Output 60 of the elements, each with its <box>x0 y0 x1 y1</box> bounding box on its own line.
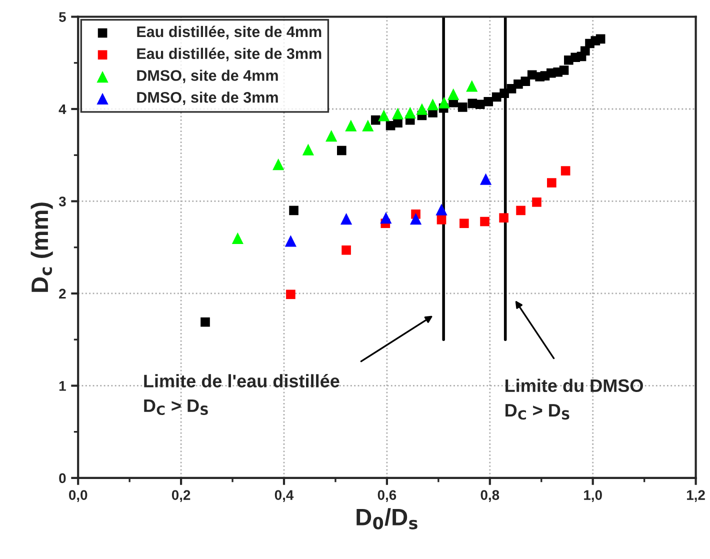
point <box>404 106 416 119</box>
point <box>466 80 478 92</box>
point <box>336 146 346 156</box>
point <box>416 103 428 115</box>
point <box>480 216 490 226</box>
legend-label: DMSO, site de 3mm <box>137 92 278 106</box>
point <box>547 178 556 188</box>
point <box>436 215 446 224</box>
y-tick-label: 2 <box>59 288 66 299</box>
x-tick-label: 0,0 <box>68 490 88 502</box>
legend-label: Eau distillée, site de 4mm <box>137 26 322 40</box>
point <box>326 130 338 142</box>
point <box>272 158 284 170</box>
point <box>302 144 314 156</box>
point <box>560 166 570 176</box>
y-tick-label: 0 <box>59 473 66 484</box>
point <box>516 206 526 216</box>
point <box>436 204 448 216</box>
point <box>378 110 390 122</box>
point <box>362 120 374 132</box>
point <box>448 88 460 100</box>
point <box>460 218 469 228</box>
legend-label: Eau distillée, site de 3mm <box>137 48 322 62</box>
point <box>410 212 422 225</box>
point <box>458 102 468 112</box>
point <box>340 212 352 225</box>
x-tick-label: 1,2 <box>687 490 705 502</box>
point <box>559 66 569 75</box>
legend-label: DMSO, site de 4mm <box>137 70 278 84</box>
point <box>480 173 492 185</box>
point <box>392 108 404 120</box>
point <box>520 76 530 86</box>
point <box>342 245 351 255</box>
point <box>438 96 450 108</box>
point <box>596 34 606 44</box>
point <box>200 317 210 327</box>
point <box>345 120 357 132</box>
point <box>370 115 380 125</box>
point <box>499 213 508 222</box>
y-tick-label: 5 <box>59 12 66 22</box>
y-axis-title: D$_{c}$ (mm) <box>30 202 53 292</box>
point <box>289 206 298 216</box>
point <box>532 198 542 207</box>
x-axis-title: D$_{0}$/D$_{s}$ <box>356 508 418 530</box>
x-tick-label: 0,2 <box>172 490 190 502</box>
point <box>232 232 244 244</box>
point <box>484 96 494 106</box>
point <box>284 235 296 247</box>
y-tick-label: 3 <box>58 196 66 206</box>
x-tick-label: 0,6 <box>378 490 396 502</box>
point <box>380 212 392 224</box>
x-tick-label: 1,0 <box>584 490 602 502</box>
annotation: Limite du DMSO D$_{C}$ > D$_{S}$ <box>506 378 643 420</box>
annotation: Limite de l'eau distillée D$_{C}$ > D$_{S}$ <box>144 374 340 416</box>
point <box>426 98 439 110</box>
point <box>286 290 296 300</box>
y-tick-label: 1 <box>59 381 66 391</box>
y-tick-label: 4 <box>58 104 66 114</box>
x-tick-label: 0,8 <box>480 490 500 502</box>
x-tick-label: 0,4 <box>274 490 294 502</box>
